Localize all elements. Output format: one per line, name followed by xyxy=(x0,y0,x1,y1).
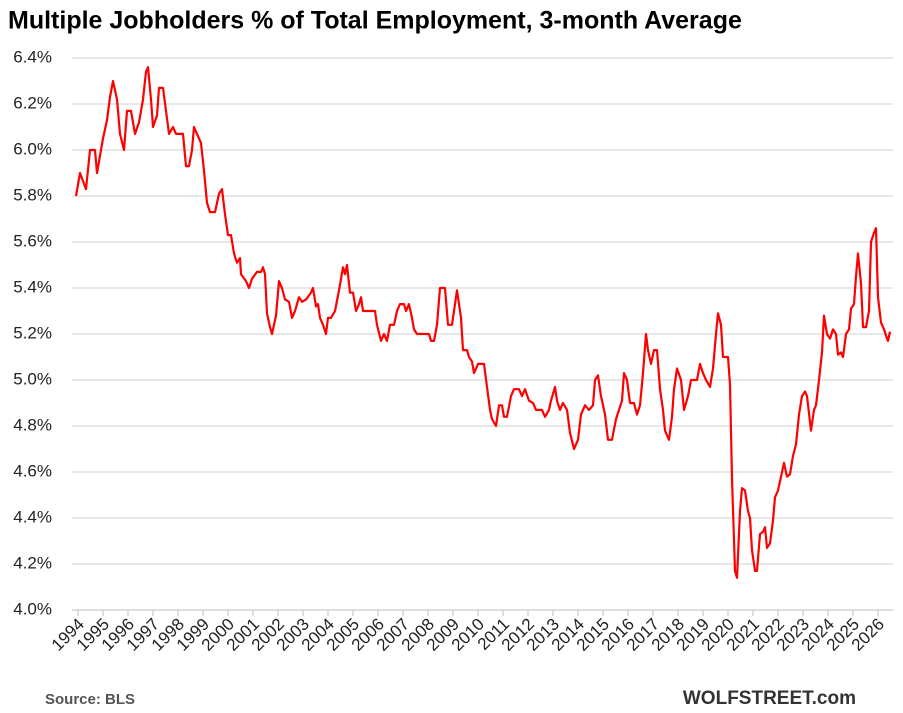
y-tick-label: 6.4% xyxy=(13,47,52,66)
y-tick-label: 6.0% xyxy=(13,139,52,158)
y-tick-label: 6.2% xyxy=(13,93,52,112)
y-tick-label: 5.8% xyxy=(13,185,52,204)
y-tick-label: 4.8% xyxy=(13,415,52,434)
y-tick-label: 4.6% xyxy=(13,461,52,480)
y-tick-label: 5.6% xyxy=(13,231,52,250)
y-tick-label: 4.0% xyxy=(13,599,52,618)
y-tick-label: 5.4% xyxy=(13,277,52,296)
brand: WOLFSTREET.com xyxy=(683,688,856,709)
chart-title: Multiple Jobholders % of Total Employmen… xyxy=(8,7,742,35)
data-line xyxy=(74,66,892,579)
y-tick-label: 5.2% xyxy=(13,323,52,342)
y-tick-label: 5.0% xyxy=(13,369,52,388)
y-tick-label: 4.4% xyxy=(13,507,52,526)
y-tick-label: 4.2% xyxy=(13,553,52,572)
source: Source: BLS xyxy=(45,691,135,708)
